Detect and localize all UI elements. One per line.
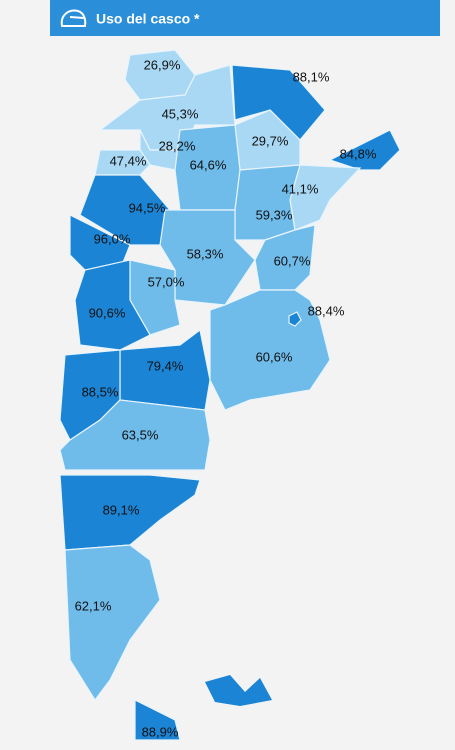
region-label: 88,1% (293, 69, 330, 84)
labels: 26,9% 45,3% 88,1% 29,7% 84,8% 28,2% 47,4… (75, 57, 377, 739)
region-label: 29,7% (252, 133, 289, 148)
region-label: 88,5% (82, 384, 119, 399)
province (64, 544, 161, 702)
region-label: 94,5% (129, 200, 166, 215)
region-label: 84,8% (340, 146, 377, 161)
region-label: 88,4% (308, 303, 345, 318)
province (59, 399, 211, 471)
region-label: 59,3% (256, 207, 293, 222)
region-label: 60,6% (256, 349, 293, 364)
region-label: 60,7% (274, 253, 311, 268)
region-label: 41,1% (282, 181, 319, 196)
province (94, 149, 151, 176)
header-title: Uso del casco * (96, 11, 200, 27)
province (288, 311, 302, 327)
region-label: 79,4% (147, 358, 184, 373)
region-label: 26,9% (144, 57, 181, 72)
region-label: 28,2% (159, 138, 196, 153)
province (328, 129, 401, 171)
region-label: 64,6% (190, 157, 227, 172)
region-label: 89,1% (103, 502, 140, 517)
region-label: 58,3% (187, 246, 224, 261)
region-label: 62,1% (75, 598, 112, 613)
header-bar (50, 0, 440, 36)
region-label: 90,6% (89, 305, 126, 320)
province (234, 164, 301, 241)
region-label: 57,0% (148, 274, 185, 289)
helmet-icon (60, 9, 87, 27)
province (254, 224, 316, 291)
province (134, 699, 181, 741)
region-label: 45,3% (162, 106, 199, 121)
region-label: 47,4% (110, 153, 147, 168)
islands (205, 675, 272, 706)
region-label: 63,5% (122, 427, 159, 442)
province (74, 259, 151, 351)
province (289, 164, 362, 231)
region-label: 96,0% (94, 231, 131, 246)
region-label: 88,9% (142, 724, 179, 739)
